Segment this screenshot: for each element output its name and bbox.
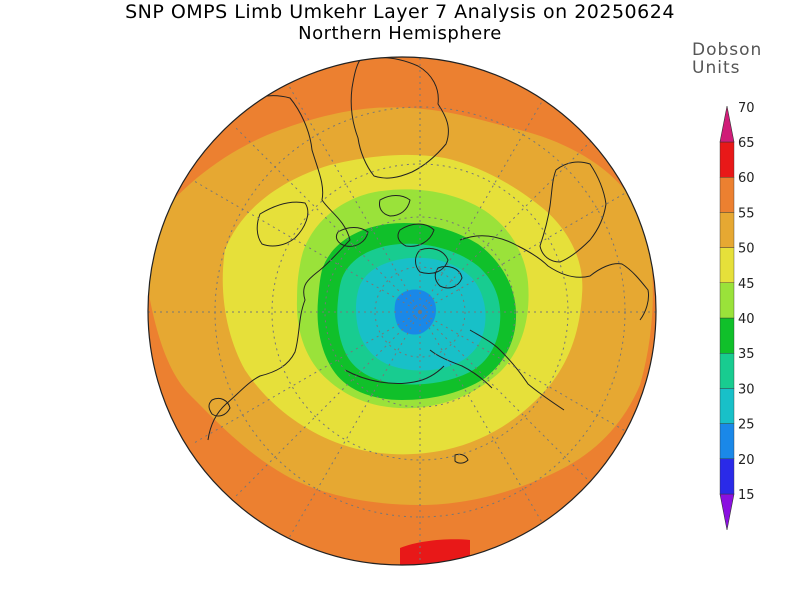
graticule [148,57,656,565]
colorbar-tick-label: 35 [738,347,755,362]
colorbar-tick-label: 45 [738,277,755,292]
ozone-contour-field [148,57,656,565]
colorbar-segment [719,141,735,178]
colorbar-tick-label: 30 [738,382,755,397]
colorbar-tick-label: 70 [738,101,755,116]
coastline-siberia-east [539,161,607,263]
colorbar-tick-label: 50 [738,242,755,257]
colorbar-over-triangle [719,105,735,143]
colorbar-segment [719,423,735,460]
map-subtitle: Northern Hemisphere [298,23,502,44]
colorbar-segment [719,353,735,389]
coastlines [207,57,649,464]
colorbar-segment [719,247,735,284]
colorbar-tick-label: 65 [738,136,755,151]
colorbar-under-triangle [719,493,735,531]
colorbar-segment [719,212,735,248]
colorbar-segment [719,317,735,354]
colorbar-tick-label: 15 [738,488,755,503]
colorbar-tick-label: 60 [738,171,755,186]
coastline-japan-korea [208,397,231,417]
coastline-arctic-archipelago [379,195,463,289]
colorbar-tick-label: 55 [738,206,755,221]
colorbar-segment [719,282,735,319]
colorbar-segment [719,458,735,495]
map-boundary [147,56,657,566]
contour-25-30 [394,289,436,335]
colorbar-segment [719,388,735,424]
colorbar-tick-label: 40 [738,312,755,327]
colorbar-units-line1: Dobson [692,40,763,60]
colorbar-segment [719,176,735,213]
coastline-eurasia [344,235,649,411]
colorbar-units-line2: Units [692,58,741,78]
colorbar: 15 20 25 30 35 40 45 50 55 60 65 70 [719,101,755,531]
coastline-greenland [350,57,449,179]
map-title: SNP OMPS Limb Umkehr Layer 7 Analysis on… [125,1,675,23]
colorbar-tick-label: 20 [738,453,755,468]
coastline-north-america [207,95,369,441]
colorbar-tick-label: 25 [738,418,755,433]
